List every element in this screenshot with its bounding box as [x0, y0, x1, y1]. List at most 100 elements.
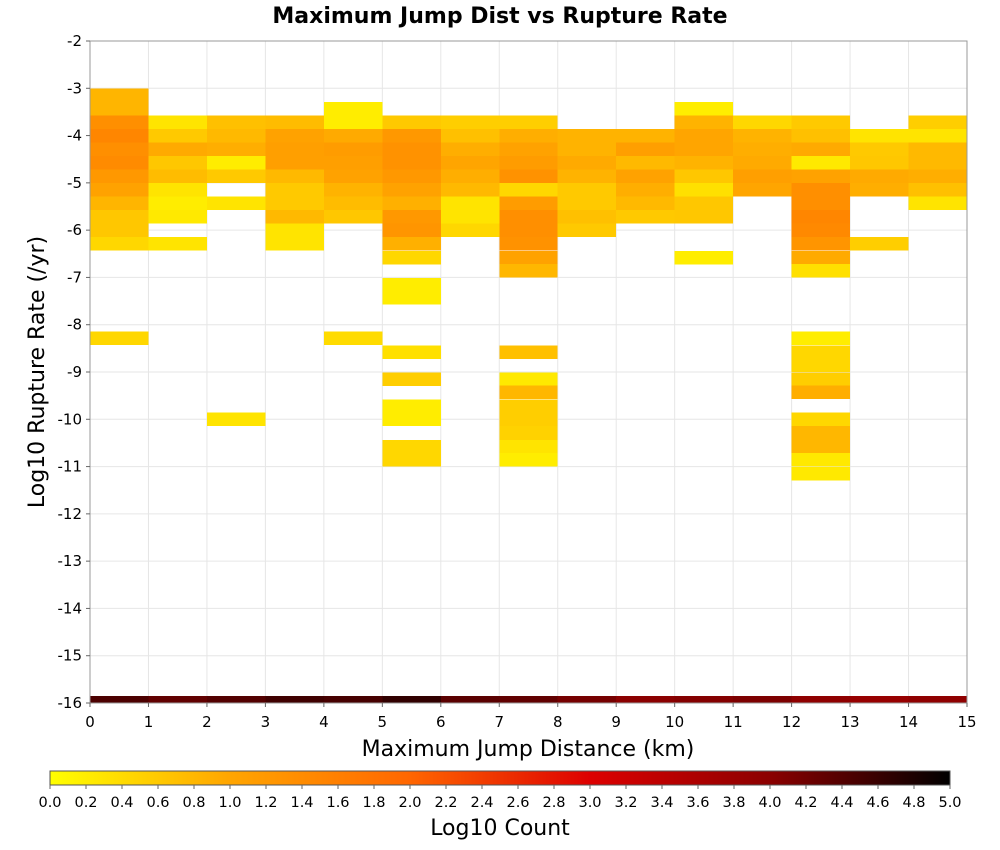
y-tick-label: -7 — [67, 268, 82, 286]
heatmap-cell — [499, 115, 558, 130]
heatmap-cell — [791, 115, 851, 130]
colorbar-tick-label: 3.8 — [722, 795, 745, 811]
colorbar-tick-label: 1.2 — [254, 795, 277, 811]
colorbar-tick-label: 2.6 — [506, 795, 529, 811]
colorbar-tick-label: 0.4 — [110, 795, 133, 811]
heatmap-cell — [206, 696, 266, 703]
x-axis-ticks: 0 1 2 3 4 5 6 7 8 9 10 11 12 13 14 15 — [85, 703, 977, 731]
heatmap-cell — [323, 142, 383, 157]
heatmap-cell — [733, 183, 792, 197]
heatmap-cell — [791, 196, 851, 210]
heatmap-cell — [616, 696, 675, 703]
y-tick-label: -11 — [58, 458, 83, 476]
heatmap-cell — [557, 128, 617, 143]
heatmap-cell — [674, 250, 734, 265]
heatmap-cell — [148, 196, 207, 210]
heatmap-cell — [791, 331, 851, 346]
heatmap-cell — [265, 196, 324, 210]
colorbar-ticks: 0.0 0.2 0.4 0.6 0.8 1.0 1.2 1.4 1.6 1.8 2.0 2.2 2.4 2… — [38, 785, 962, 811]
heatmap-cell — [382, 399, 441, 413]
heatmap-cell — [908, 156, 967, 170]
heatmap-cell — [206, 128, 266, 143]
heatmap-cell — [499, 237, 558, 251]
heatmap-cell — [90, 156, 149, 170]
heatmap-cell — [733, 696, 792, 703]
colorbar-tick-label: 5.0 — [938, 795, 961, 811]
heatmap-cell — [499, 223, 558, 237]
colorbar-tick-label: 0.6 — [146, 795, 169, 811]
heatmap-cell — [382, 250, 441, 265]
heatmap-cell — [791, 264, 851, 278]
heatmap-cell — [148, 156, 207, 170]
heatmap-cell — [791, 128, 851, 143]
heatmap-cell — [791, 142, 851, 157]
heatmap-cell — [323, 101, 383, 116]
heatmap-cell — [265, 210, 324, 224]
x-axis-label: Maximum Jump Distance (km) — [362, 737, 695, 762]
heatmap-cell — [850, 142, 909, 157]
heatmap-cell — [733, 115, 792, 130]
heatmap-cell — [791, 439, 851, 454]
heatmap-cell — [90, 223, 149, 237]
heatmap-cell — [908, 169, 967, 183]
heatmap-cell — [616, 142, 675, 157]
heatmap-cell — [674, 115, 734, 130]
heatmap-cell — [499, 196, 558, 210]
heatmap-cell — [908, 196, 967, 210]
heatmap-cell — [90, 696, 149, 703]
colorbar-tick-label: 2.2 — [434, 795, 457, 811]
heatmap-cell — [850, 156, 909, 170]
heatmap-cell — [382, 223, 441, 237]
heatmap-cell — [791, 372, 851, 386]
heatmap-cell — [616, 128, 675, 143]
y-tick-label: -4 — [67, 127, 82, 145]
colorbar-tick-label: 1.0 — [218, 795, 241, 811]
heatmap-cell — [323, 169, 383, 183]
heatmap-cell — [382, 453, 441, 467]
heatmap-cell — [90, 210, 149, 224]
heatmap-cell — [908, 128, 967, 143]
heatmap-cell — [674, 210, 734, 224]
heatmap-cell — [499, 412, 558, 427]
colorbar-tick-label: 0.2 — [74, 795, 97, 811]
heatmap-cell — [265, 142, 324, 157]
heatmap-cell — [440, 696, 500, 703]
heatmap-cell — [616, 196, 675, 210]
heatmap-cell — [908, 183, 967, 197]
heatmap-cell — [90, 169, 149, 183]
heatmap-cell — [908, 142, 967, 157]
heatmap-cell — [148, 210, 207, 224]
heatmap-cell — [323, 128, 383, 143]
heatmap-cell — [265, 183, 324, 197]
heatmap-cell — [206, 156, 266, 170]
heatmap-cell — [499, 345, 558, 359]
x-tick-label: 4 — [319, 713, 329, 731]
colorbar-tick-label: 2.8 — [542, 795, 565, 811]
heatmap-cell — [265, 115, 324, 130]
heatmap-cell — [499, 439, 558, 454]
heatmap-cell — [90, 237, 149, 251]
heatmap-cell — [499, 696, 558, 703]
heatmap-cell — [440, 156, 500, 170]
colorbar-tick-label: 4.4 — [830, 795, 853, 811]
heatmap-cell — [382, 115, 441, 130]
heatmap-cell — [382, 277, 441, 292]
x-tick-label: 11 — [724, 713, 743, 731]
colorbar-tick-label: 3.4 — [650, 795, 673, 811]
heatmap-cell — [557, 142, 617, 157]
heatmap-cell — [90, 196, 149, 210]
heatmap-cell — [674, 101, 734, 116]
heatmap-cell — [499, 385, 558, 400]
y-tick-label: -5 — [67, 174, 82, 192]
heatmap-cell — [733, 156, 792, 170]
heatmap-cell — [90, 88, 149, 103]
heatmap-cell — [499, 264, 558, 278]
heatmap-cell — [90, 142, 149, 157]
y-tick-label: -6 — [67, 221, 82, 239]
heatmap-cell — [733, 128, 792, 143]
heatmap-cell — [148, 142, 207, 157]
heatmap-cell — [499, 426, 558, 440]
heatmap-cell — [148, 169, 207, 183]
heatmap-cell — [791, 223, 851, 237]
heatmap-cell — [791, 345, 851, 359]
